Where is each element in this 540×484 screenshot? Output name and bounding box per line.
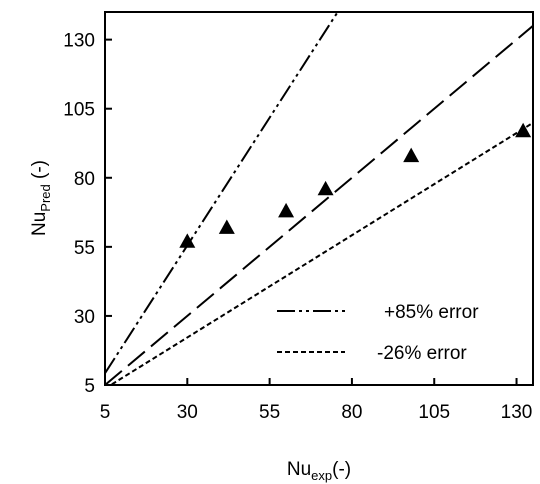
x-tick-label: 5 xyxy=(100,402,111,423)
x-tick-label: 80 xyxy=(341,402,362,423)
x-tick-label: 105 xyxy=(418,402,450,423)
x-axis-label-main: Nu xyxy=(287,459,311,480)
x-tick-label: 30 xyxy=(177,402,198,423)
reference-line-short-dash xyxy=(108,121,533,385)
x-axis-label-suffix: (-) xyxy=(332,459,351,480)
data-point-triangle xyxy=(218,219,235,234)
y-axis-label-suffix: (-) xyxy=(29,160,50,184)
y-axis-label: NuPred (-) xyxy=(29,160,53,236)
y-axis-label-sub: Pred xyxy=(38,184,53,211)
y-tick-label: 30 xyxy=(74,307,95,328)
y-tick-label: 5 xyxy=(84,376,95,397)
x-tick-label: 130 xyxy=(501,402,533,423)
y-tick-label: 55 xyxy=(74,238,95,259)
plot-frame xyxy=(104,11,534,386)
y-tick-label: 105 xyxy=(63,100,95,121)
data-point-triangle xyxy=(515,122,532,138)
y-axis-ticks: 5 30 55 80 105 130 xyxy=(63,31,112,397)
x-axis-label: Nuexp(-) xyxy=(287,459,351,483)
legend-label-plus85: +85% error xyxy=(384,302,479,323)
data-point-triangle xyxy=(403,147,420,163)
reference-lines xyxy=(105,12,533,385)
data-point-triangle xyxy=(179,233,196,248)
x-axis-ticks: 5 30 55 80 105 130 xyxy=(100,378,533,423)
data-point-triangle xyxy=(278,202,295,218)
x-axis-label-sub: exp xyxy=(311,468,332,483)
legend: +85% error -26% error xyxy=(277,302,479,364)
y-tick-label: 130 xyxy=(63,31,95,52)
data-points xyxy=(179,122,532,248)
reference-line-dash-dot-dot xyxy=(105,12,339,374)
reference-line-long-dash xyxy=(105,25,533,385)
data-point-triangle xyxy=(317,180,334,196)
x-tick-label: 55 xyxy=(259,402,280,423)
legend-label-minus26: -26% error xyxy=(377,343,467,364)
y-axis-label-main: Nu xyxy=(29,212,50,236)
y-tick-label: 80 xyxy=(74,169,95,190)
